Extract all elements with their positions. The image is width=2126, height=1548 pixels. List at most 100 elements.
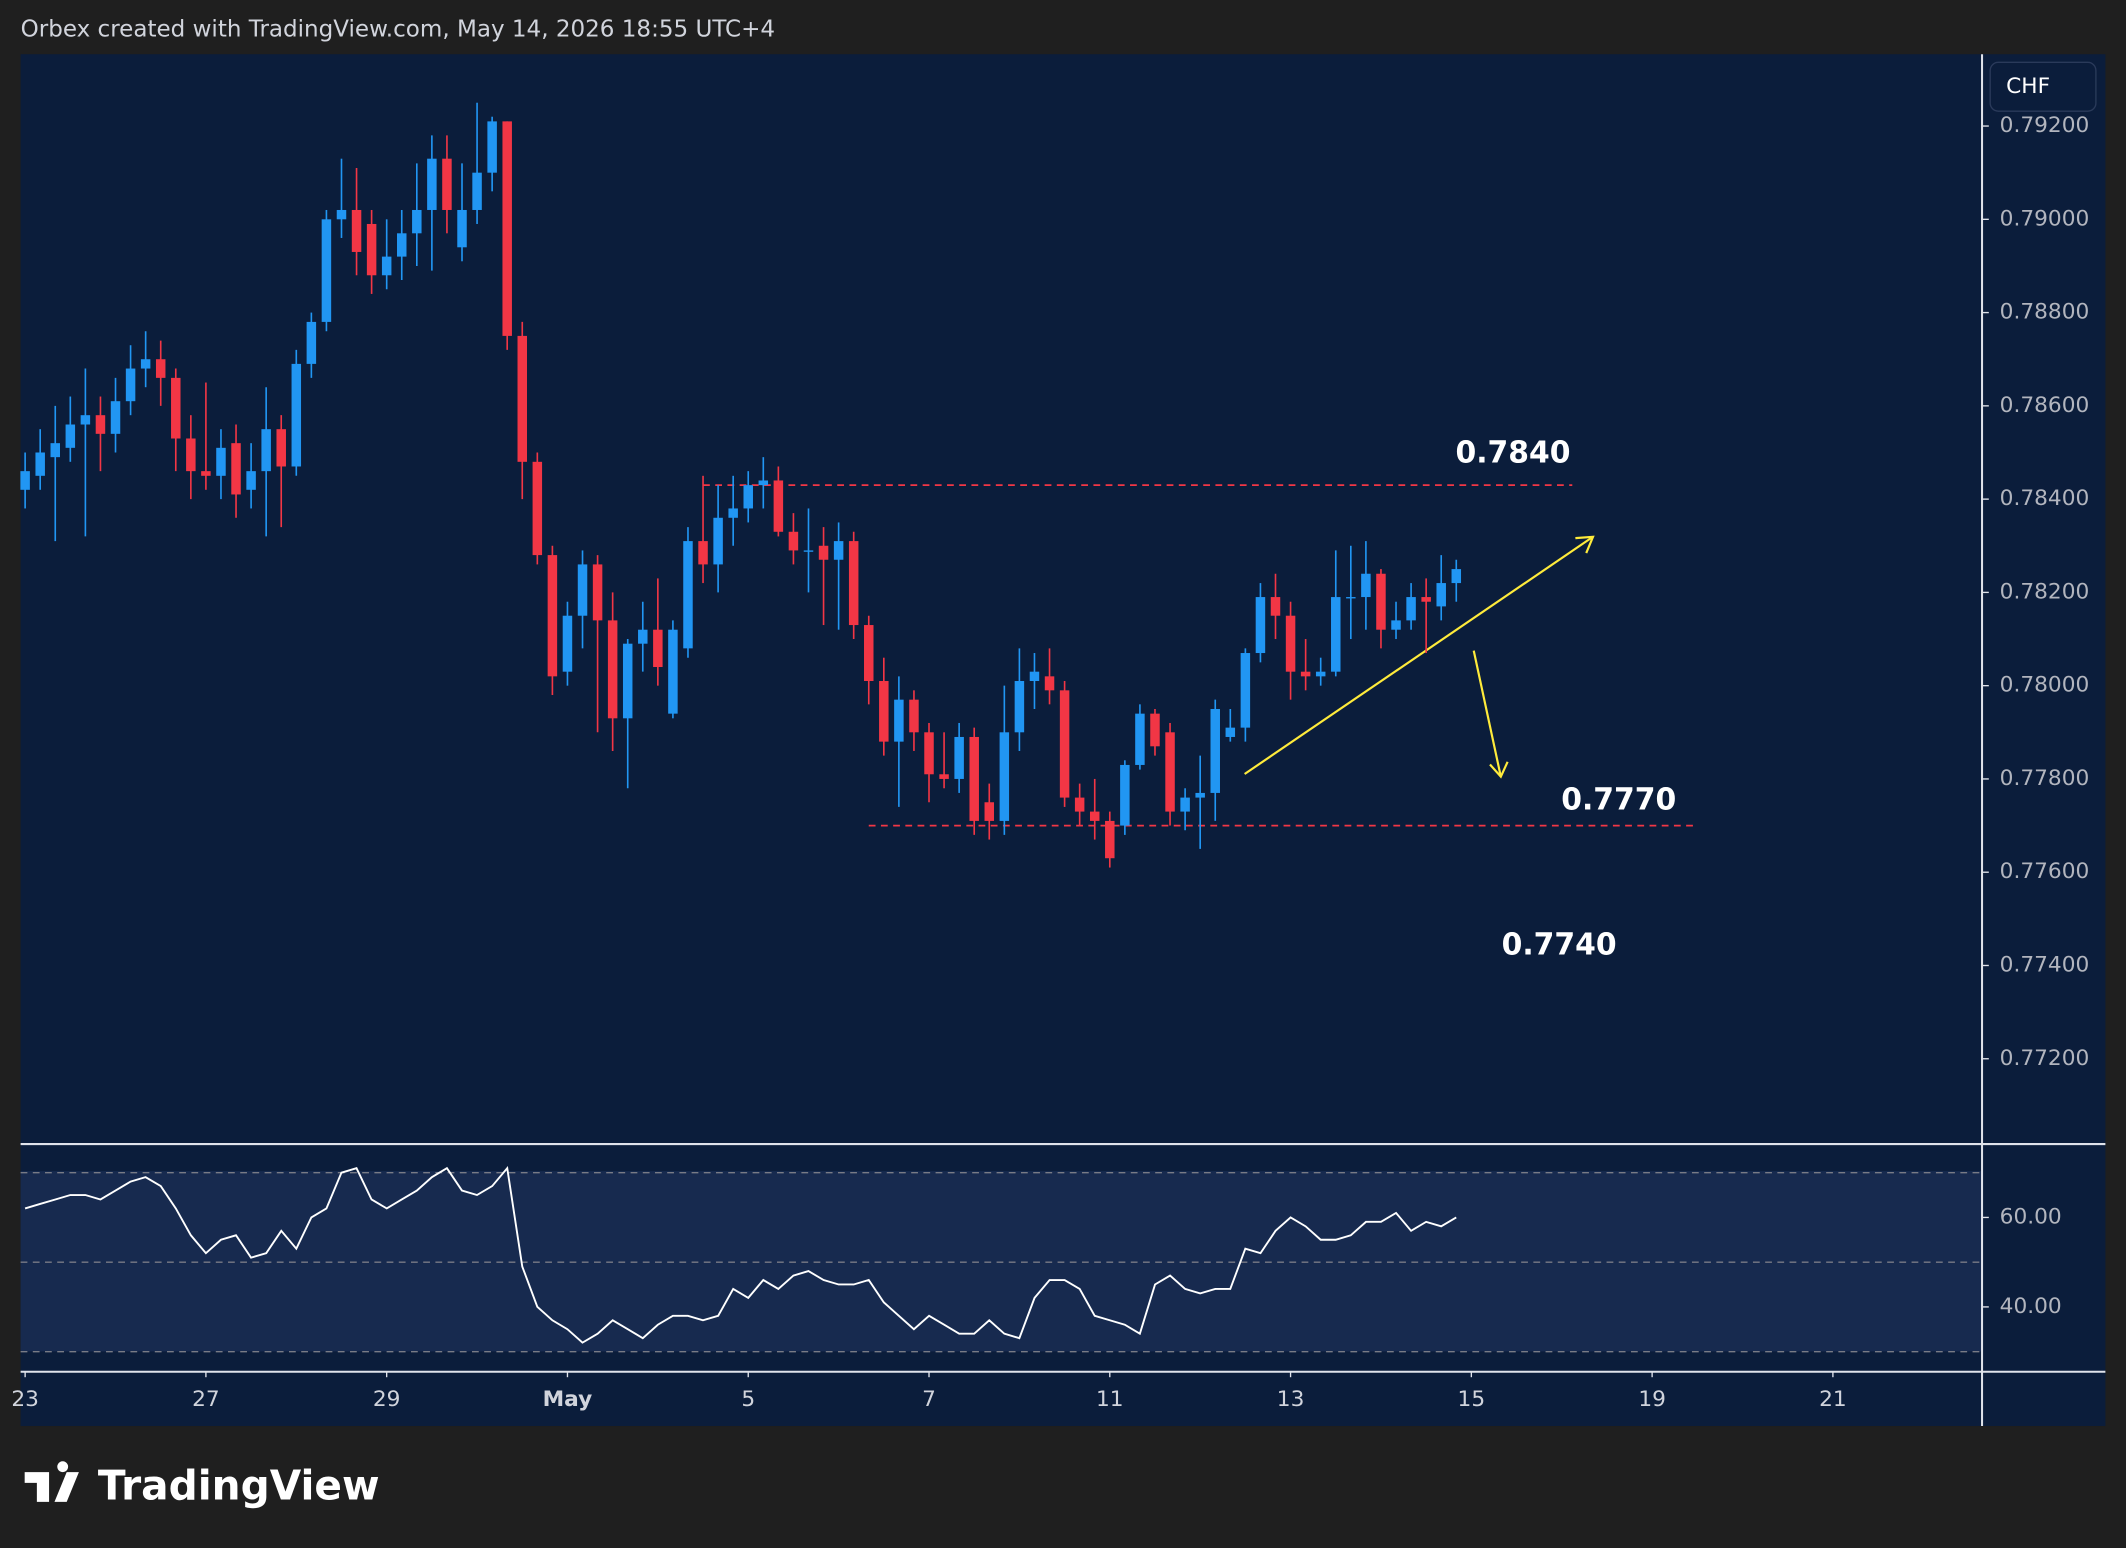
candle-body <box>1210 708 1220 793</box>
y-tick-label: 0.79200 <box>2000 113 2090 138</box>
candle-body <box>110 401 121 434</box>
candle-body <box>698 541 708 565</box>
candle-body <box>713 517 723 565</box>
candle-body <box>457 209 467 248</box>
candle-body <box>65 424 76 448</box>
candle-body <box>1255 597 1266 654</box>
x-tick-label: 19 <box>1638 1387 1666 1412</box>
candle-body <box>125 368 136 402</box>
candle-body <box>592 564 603 621</box>
candle-body <box>547 555 558 677</box>
brand-logo: TradingView <box>24 1461 380 1509</box>
rsi-band-fill <box>20 1171 1983 1352</box>
candle-body <box>728 508 738 518</box>
candle-body <box>803 550 814 552</box>
candle-body <box>668 629 678 714</box>
candle-body <box>773 480 784 532</box>
candle-body <box>1089 811 1100 821</box>
candle-body <box>894 699 904 742</box>
brand-name: TradingView <box>98 1461 380 1509</box>
candle-body <box>638 629 648 644</box>
candle-body <box>1436 583 1446 607</box>
candle-body <box>321 219 332 322</box>
y-tick-label: 0.78200 <box>2000 579 2090 604</box>
down-arrow-head <box>1489 761 1509 779</box>
y-tick-label: 0.77600 <box>2000 859 2090 884</box>
candle-body <box>848 541 859 626</box>
x-tick-label: 27 <box>192 1387 220 1412</box>
candle-body <box>517 335 528 462</box>
candle-body <box>186 438 196 472</box>
candle-body <box>1029 671 1040 682</box>
candle-body <box>833 541 844 560</box>
candle-body <box>1421 597 1431 602</box>
candle-body <box>622 643 633 719</box>
candle-body <box>954 736 964 779</box>
candle-body <box>864 625 874 682</box>
candle-body <box>1315 671 1326 677</box>
candle-body <box>1346 597 1356 599</box>
x-tick-label: May <box>543 1387 593 1412</box>
x-tick-label: 7 <box>922 1387 936 1412</box>
x-tick-label: 23 <box>11 1387 39 1412</box>
candle-body <box>171 377 181 439</box>
candle-body <box>758 480 769 486</box>
candle-body <box>909 699 919 733</box>
x-tick-label: 21 <box>1819 1387 1847 1412</box>
down-arrow <box>1472 650 1502 777</box>
y-tick-label: 0.78600 <box>2000 393 2090 418</box>
candle-body <box>1225 727 1236 737</box>
candle-body <box>231 443 241 495</box>
candle-body <box>155 359 166 378</box>
x-tick-label: 5 <box>741 1387 755 1412</box>
candle-body <box>1120 764 1130 826</box>
candle-body <box>1331 597 1341 672</box>
x-tick-label: 13 <box>1277 1387 1305 1412</box>
candle-body <box>366 223 377 276</box>
y-tick-label: 0.77800 <box>2000 766 2090 791</box>
candle-body <box>472 172 482 210</box>
candle-body <box>201 471 211 476</box>
y-tick-label: 0.77400 <box>2000 952 2090 977</box>
candle-body <box>80 415 91 425</box>
candle-body <box>788 531 799 551</box>
candle-body <box>1195 792 1205 798</box>
rsi-tick-label: 40.00 <box>2000 1294 2062 1319</box>
candle-body <box>50 443 61 458</box>
rsi-tick-label: 60.00 <box>2000 1204 2062 1229</box>
y-tick-label: 0.78000 <box>2000 673 2090 698</box>
candle-body <box>879 681 889 742</box>
y-tick-label: 0.78400 <box>2000 486 2090 511</box>
level-annotation: 0.7770 <box>1561 783 1676 818</box>
candle-body <box>442 158 452 210</box>
candle-body <box>969 736 979 821</box>
candle-body <box>1074 797 1085 812</box>
candle-body <box>502 121 512 336</box>
candle-body <box>381 256 392 276</box>
candles <box>20 102 1462 868</box>
candle-body <box>1044 676 1055 691</box>
candle-body <box>1285 615 1296 672</box>
candle-body <box>336 209 347 220</box>
candle-body <box>140 359 151 369</box>
candle-body <box>1059 690 1070 798</box>
trend-arrow-head <box>1575 535 1595 554</box>
candle-body <box>216 447 226 476</box>
candle-body <box>653 629 663 668</box>
candle-body <box>532 461 543 556</box>
candle-body <box>1105 820 1115 859</box>
x-tick-label: 29 <box>373 1387 401 1412</box>
level-annotation: 0.7740 <box>1502 928 1617 963</box>
candle-body <box>95 415 106 434</box>
candle-body <box>306 321 317 364</box>
candle-body <box>261 429 271 472</box>
candle-body <box>35 452 45 476</box>
candle-body <box>743 485 753 509</box>
candle-body <box>291 363 302 467</box>
candle-body <box>939 774 949 779</box>
currency-badge-box <box>1989 61 2097 112</box>
candle-body <box>1270 597 1281 616</box>
x-tick-label: 11 <box>1096 1387 1124 1412</box>
